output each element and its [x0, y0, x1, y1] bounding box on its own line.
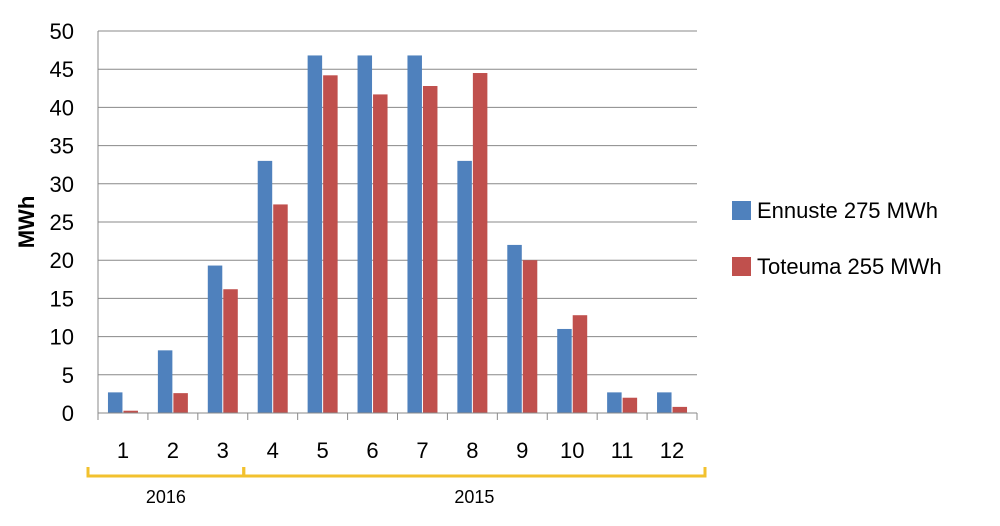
y-axis-label: MWh	[14, 196, 39, 249]
legend-swatch-toteuma	[732, 257, 751, 276]
x-tick-label: 10	[560, 438, 584, 463]
y-tick-label: 35	[50, 134, 74, 159]
bar-ennuste-2	[157, 350, 173, 413]
bar-toteuma-7	[422, 86, 438, 414]
bar-toteuma-11	[622, 397, 638, 413]
legend-swatch-ennuste	[732, 201, 751, 220]
y-tick-label: 15	[50, 286, 74, 311]
bar-toteuma-3	[223, 289, 238, 413]
year-bracket-2016	[86, 467, 246, 478]
bar-ennuste-3	[207, 265, 223, 413]
x-tick-label: 7	[416, 438, 428, 463]
y-tick-label: 20	[50, 248, 74, 273]
year-label-2015: 2015	[454, 487, 494, 507]
y-tick-label: 5	[62, 363, 74, 388]
x-tick-label: 4	[267, 438, 279, 463]
axes	[97, 31, 698, 420]
year-bracket-2015	[242, 467, 707, 478]
year-label-2016: 2016	[146, 487, 186, 507]
bar-toteuma-5	[323, 75, 338, 413]
y-tick-label: 30	[50, 172, 74, 197]
x-tick-label: 6	[366, 438, 378, 463]
x-tick-label: 1	[117, 438, 129, 463]
bar-ennuste-9	[507, 244, 522, 413]
y-tick-label: 40	[50, 95, 74, 120]
bar-ennuste-1	[107, 392, 123, 413]
x-tick-label: 2	[167, 438, 179, 463]
y-tick-label: 25	[50, 210, 74, 235]
bar-toteuma-2	[173, 393, 188, 413]
bar-ennuste-10	[557, 328, 572, 413]
bar-toteuma-8	[472, 73, 488, 414]
bar-ennuste-12	[657, 392, 672, 413]
bar-toteuma-10	[572, 315, 588, 413]
x-tick-label: 12	[660, 438, 684, 463]
year-groups: 2016 2015	[86, 467, 707, 507]
bar-ennuste-7	[407, 55, 422, 414]
y-tick-label: 10	[50, 325, 74, 350]
x-tick-label: 5	[317, 438, 329, 463]
bar-toteuma-9	[522, 260, 538, 413]
legend-label-toteuma: Toteuma 255 MWh	[757, 254, 942, 279]
y-axis-ticks: 0 5 10 15 20 25 30 35 40 45 50	[50, 19, 74, 426]
bar-ennuste-8	[457, 160, 472, 413]
bar-toteuma-12	[672, 406, 688, 413]
bar-ennuste-5	[307, 55, 323, 414]
legend: Ennuste 275 MWh Toteuma 255 MWh	[732, 198, 942, 279]
y-tick-label: 50	[50, 19, 74, 44]
bar-ennuste-11	[607, 392, 622, 413]
x-tick-label: 8	[466, 438, 478, 463]
legend-label-ennuste: Ennuste 275 MWh	[757, 198, 938, 223]
bars	[107, 55, 688, 414]
bar-toteuma-1	[123, 410, 138, 413]
x-axis-ticks: 1 2 3 4 5 6 7 8 9 10 11 12	[117, 438, 684, 463]
x-tick-label: 3	[217, 438, 229, 463]
gridlines	[98, 30, 697, 376]
x-tick-label: 11	[611, 438, 634, 463]
bar-toteuma-4	[273, 204, 288, 413]
y-tick-label: 45	[50, 57, 74, 82]
bar-toteuma-6	[373, 94, 388, 414]
bar-ennuste-6	[357, 55, 373, 414]
y-tick-label: 0	[62, 401, 74, 426]
x-tick-label: 9	[516, 438, 528, 463]
bar-ennuste-4	[257, 160, 273, 413]
